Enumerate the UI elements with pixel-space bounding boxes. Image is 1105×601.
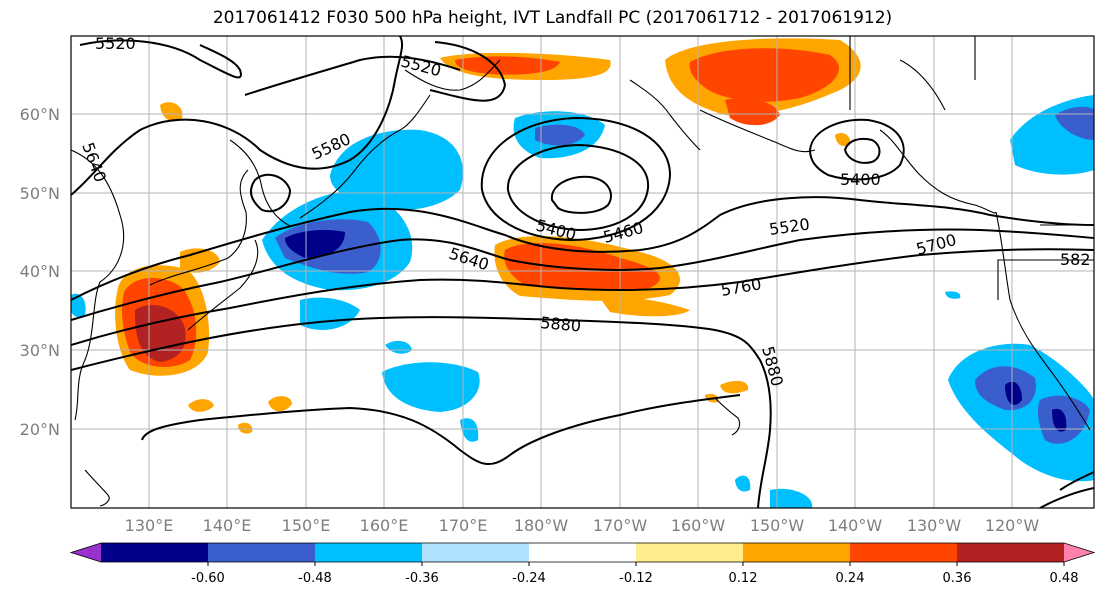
- ivt-shading: [71, 38, 1094, 508]
- lat-label-40n: 40°N: [20, 262, 60, 281]
- longitude-labels: 130°E 140°E 150°E 160°E 170°E 180°W 170°…: [125, 516, 1040, 535]
- gridlines: [71, 36, 1094, 508]
- colorbar-tick-label: -0.12: [619, 571, 653, 586]
- map-title: 2017061412 F030 500 hPa height, IVT Land…: [212, 8, 893, 28]
- colorbar-extend-max: [1064, 543, 1094, 562]
- lon-label-160w: 160°W: [671, 516, 726, 535]
- contour-label-5520-a: 5520: [95, 34, 136, 53]
- height-contours: [71, 36, 1094, 508]
- colorbar-segment: [315, 543, 423, 562]
- lon-label-150e: 150°E: [282, 516, 331, 535]
- colorbar-tick-label: 0.24: [836, 571, 865, 586]
- colorbar-segment: [422, 543, 530, 562]
- lon-label-140w: 140°W: [828, 516, 883, 535]
- map-frame: [70, 35, 1095, 509]
- colorbar-segment: [957, 543, 1065, 562]
- colorbar-segment: [636, 543, 744, 562]
- lon-label-130e: 130°E: [125, 516, 174, 535]
- colorbar-tick-label: -0.60: [191, 571, 225, 586]
- lon-label-140e: 140°E: [203, 516, 252, 535]
- colorbar-segment: [101, 543, 209, 562]
- colorbar-segment: [529, 543, 637, 562]
- lat-label-20n: 20°N: [20, 420, 60, 439]
- lon-label-150w: 150°W: [750, 516, 805, 535]
- colorbar-segment: [208, 543, 316, 562]
- colorbar-outline: [69, 542, 1096, 563]
- lat-label-30n: 30°N: [20, 341, 60, 360]
- lon-label-180w: 180°W: [514, 516, 569, 535]
- colorbar-tick-label: -0.48: [298, 571, 332, 586]
- lat-label-50n: 50°N: [20, 184, 60, 203]
- coastlines: [71, 36, 1094, 507]
- colorbar-tick-label: 0.12: [729, 571, 758, 586]
- contour-label-582: 582: [1060, 250, 1091, 269]
- colorbar-tick-label: -0.36: [405, 571, 439, 586]
- colorbar-segment: [743, 543, 851, 562]
- colorbar: -0.60 -0.48 -0.36 -0.24 -0.12 0.12 0.24 0.36 0.4…: [69, 542, 1096, 586]
- lat-label-60n: 60°N: [20, 105, 60, 124]
- colorbar-tick-label: 0.48: [1050, 571, 1079, 586]
- lon-label-160e: 160°E: [360, 516, 409, 535]
- lon-label-130w: 130°W: [907, 516, 962, 535]
- colorbar-segment: [850, 543, 958, 562]
- colorbar-tick-label: -0.24: [512, 571, 546, 586]
- lon-label-170e: 170°E: [439, 516, 488, 535]
- colorbar-tick-label: 0.36: [943, 571, 972, 586]
- colorbar-extend-min: [71, 543, 101, 562]
- lon-label-120w: 120°W: [985, 516, 1040, 535]
- contour-label-5400-b: 5400: [840, 170, 881, 189]
- lon-label-170w: 170°W: [593, 516, 648, 535]
- contour-label-5880-a: 5880: [540, 313, 582, 335]
- latitude-labels: 60°N 50°N 40°N 30°N 20°N: [20, 105, 60, 439]
